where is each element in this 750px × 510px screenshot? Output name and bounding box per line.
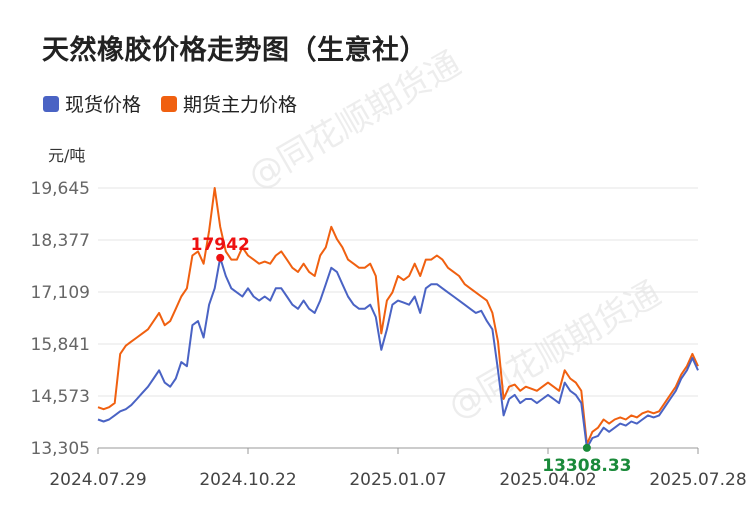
x-tick-label-4: 2025.07.28 bbox=[649, 470, 746, 490]
y-tick-label-3: 17,109 bbox=[31, 283, 90, 303]
watermark-1: @同花顺期货通 bbox=[441, 274, 667, 428]
page-title: 天然橡胶价格走势图（生意社） bbox=[42, 35, 427, 66]
x-tick-label-1: 2024.10.22 bbox=[199, 470, 296, 490]
y-axis-unit: 元/吨 bbox=[48, 146, 85, 165]
y-tick-label-4: 18,377 bbox=[31, 231, 90, 251]
legend-item-futures[interactable]: 期货主力价格 bbox=[161, 90, 297, 117]
min-label: 13308.33 bbox=[542, 456, 631, 476]
legend-swatch-futures bbox=[161, 95, 178, 112]
watermark-0: @同花顺期货通 bbox=[241, 44, 467, 198]
legend-item-spot[interactable]: 现货价格 bbox=[43, 90, 141, 117]
max-label: 17942 bbox=[191, 235, 250, 255]
series-line-spot bbox=[97, 256, 699, 449]
x-tick-label-0: 2024.07.29 bbox=[49, 470, 146, 490]
y-tick-label-0: 13,305 bbox=[31, 439, 90, 459]
legend: 现货价格 期货主力价格 bbox=[43, 90, 317, 117]
y-tick-label-2: 15,841 bbox=[31, 335, 90, 355]
max-point bbox=[216, 253, 225, 262]
legend-label-spot: 现货价格 bbox=[65, 94, 142, 116]
y-tick-label-1: 14,573 bbox=[31, 387, 90, 407]
legend-swatch-spot bbox=[43, 95, 59, 112]
x-tick-label-2: 2025.01.07 bbox=[349, 470, 446, 490]
min-point bbox=[582, 443, 591, 452]
series-line-futures bbox=[97, 187, 699, 446]
x-tick-label-3: 2025.04.02 bbox=[499, 470, 596, 490]
legend-label-futures: 期货主力价格 bbox=[183, 94, 298, 116]
y-tick-label-5: 19,645 bbox=[31, 179, 90, 199]
